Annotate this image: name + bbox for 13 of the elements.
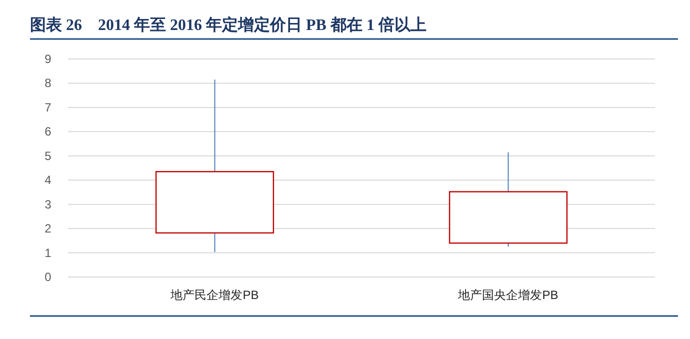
y-tick-label: 1 (44, 246, 52, 260)
y-tick-label: 0 (44, 270, 52, 284)
y-tick-label: 9 (44, 52, 52, 66)
x-tick-label: 地产民企增发PB (170, 288, 259, 302)
y-tick-label: 3 (44, 197, 52, 212)
y-tick-label: 8 (44, 76, 52, 90)
y-tick-label: 6 (44, 124, 52, 139)
y-tick-label: 7 (44, 100, 52, 114)
y-tick-label: 5 (44, 148, 52, 163)
y-tick-label: 2 (44, 222, 52, 236)
title: 图表 26 2014 年至 2016 年定增定价日 PB 都在 1 倍以上 (30, 17, 426, 34)
x-tick-label: 地产国央企增发PB (457, 288, 558, 302)
y-tick-label: 4 (44, 173, 52, 188)
